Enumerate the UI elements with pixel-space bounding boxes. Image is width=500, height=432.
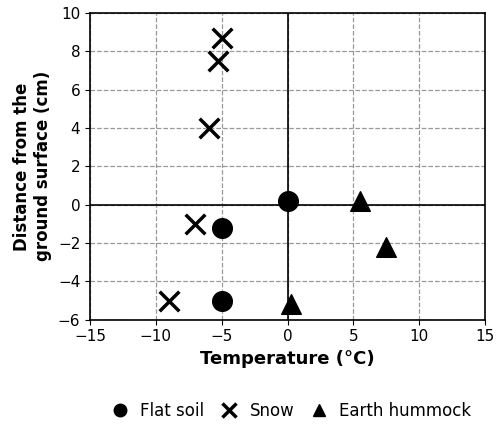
X-axis label: Temperature (°C): Temperature (°C) — [200, 350, 375, 368]
Point — [356, 197, 364, 204]
Point — [204, 124, 212, 131]
Legend: Flat soil, Snow, Earth hummock: Flat soil, Snow, Earth hummock — [97, 395, 478, 427]
Point — [165, 297, 173, 304]
Point — [382, 243, 390, 250]
Point — [214, 57, 222, 64]
Point — [218, 297, 226, 304]
Y-axis label: Distance from the
ground surface (cm): Distance from the ground surface (cm) — [14, 71, 52, 261]
Point — [284, 197, 292, 204]
Point — [192, 220, 200, 227]
Point — [218, 224, 226, 231]
Point — [288, 301, 296, 308]
Point — [218, 35, 226, 41]
